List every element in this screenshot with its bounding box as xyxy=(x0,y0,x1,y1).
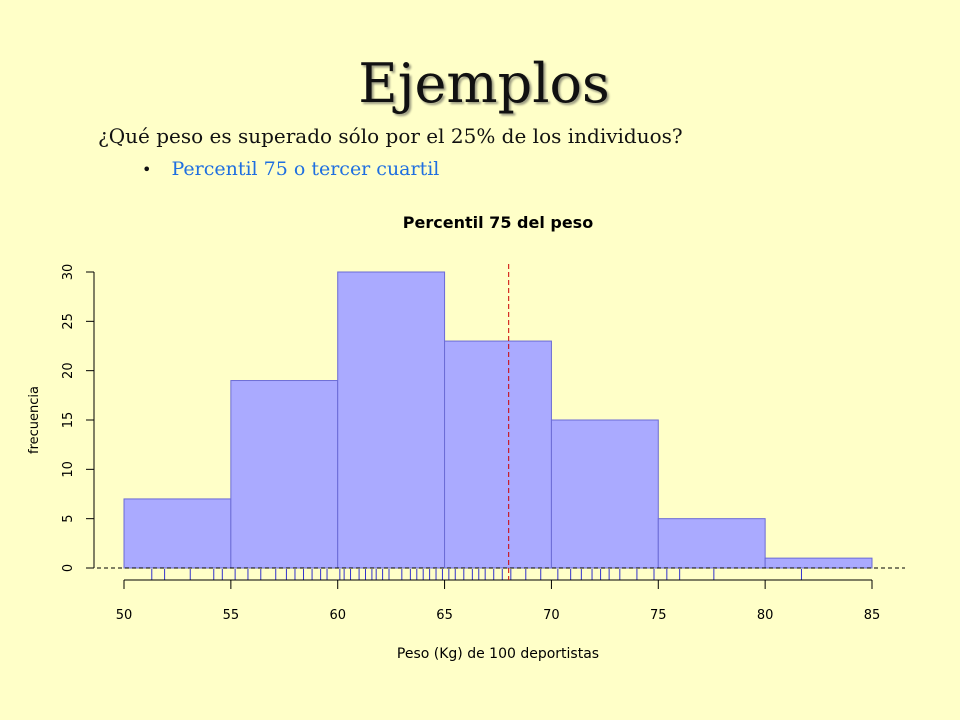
y-tick-label: 5 xyxy=(61,515,76,523)
x-tick-label: 75 xyxy=(650,608,667,623)
x-tick-label: 80 xyxy=(757,608,774,623)
x-axis-label: Peso (Kg) de 100 deportistas xyxy=(397,646,599,662)
y-axis: 0 5 10 15 20 25 30 xyxy=(61,264,95,572)
histogram-bar xyxy=(657,518,766,569)
bullet-text: Percentil 75 o tercer cuartil xyxy=(171,158,440,180)
bullet-item: • Percentil 75 o tercer cuartil xyxy=(142,158,439,180)
histogram-bars xyxy=(123,271,873,569)
histogram-bar xyxy=(550,419,659,569)
x-tick-label: 85 xyxy=(864,608,881,623)
y-tick-label: 10 xyxy=(61,461,76,478)
bullet-dot-icon: • xyxy=(142,160,152,179)
rug-marks xyxy=(151,569,802,580)
x-tick-label: 65 xyxy=(436,608,453,623)
chart-title: Percentil 75 del peso xyxy=(403,213,593,232)
histogram-bar xyxy=(444,340,552,569)
histogram-bar xyxy=(337,271,446,569)
y-tick-label: 30 xyxy=(61,264,76,281)
histogram-bar xyxy=(230,380,339,569)
question-text: ¿Qué peso es superado sólo por el 25% de… xyxy=(98,124,683,148)
x-tick-label: 55 xyxy=(223,608,240,623)
y-tick-label: 20 xyxy=(61,362,76,379)
y-tick-label: 15 xyxy=(61,412,76,429)
slide-title: Ejemplos xyxy=(358,52,610,115)
histogram-bar xyxy=(764,557,873,569)
y-tick-label: 25 xyxy=(61,313,76,330)
x-axis: 50 55 60 65 70 75 80 85 xyxy=(116,579,881,623)
y-tick-label: 0 xyxy=(61,564,76,572)
x-tick-label: 60 xyxy=(329,608,346,623)
y-axis-label: frecuencia xyxy=(27,386,42,454)
x-tick-label: 70 xyxy=(543,608,560,623)
histogram-bar xyxy=(123,498,232,569)
x-tick-label: 50 xyxy=(116,608,133,623)
